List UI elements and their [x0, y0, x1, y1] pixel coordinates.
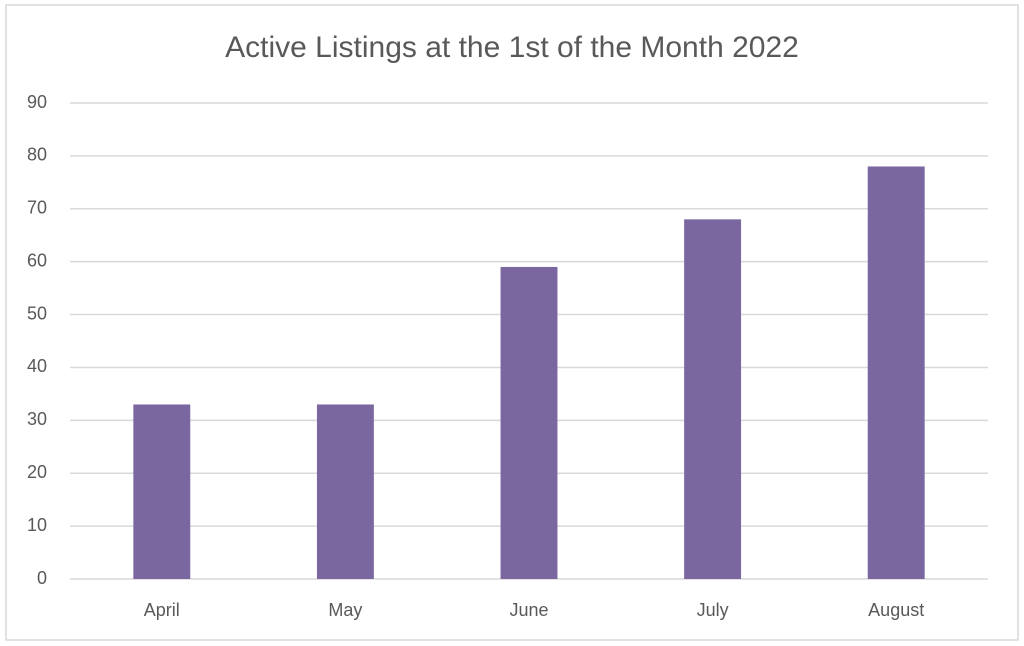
y-tick-label: 80 — [27, 145, 47, 165]
bar — [867, 166, 925, 579]
y-tick-label: 20 — [27, 462, 47, 482]
y-tick-label: 90 — [27, 92, 47, 112]
y-tick-label: 70 — [27, 198, 47, 218]
y-tick-label: 10 — [27, 515, 47, 535]
chart-title: Active Listings at the 1st of the Month … — [225, 31, 799, 64]
y-tick-label: 0 — [37, 568, 47, 588]
bar — [316, 404, 374, 579]
bar — [500, 266, 558, 579]
bar — [133, 404, 191, 579]
y-tick-label: 40 — [27, 356, 47, 376]
x-tick-label: April — [144, 600, 180, 620]
x-tick-label: June — [509, 600, 548, 620]
x-tick-label: July — [697, 600, 729, 620]
x-tick-label: August — [868, 600, 924, 620]
bar — [684, 219, 742, 579]
y-tick-label: 30 — [27, 409, 47, 429]
x-tick-label: May — [328, 600, 362, 620]
y-tick-label: 60 — [27, 250, 47, 270]
y-tick-label: 50 — [27, 303, 47, 323]
